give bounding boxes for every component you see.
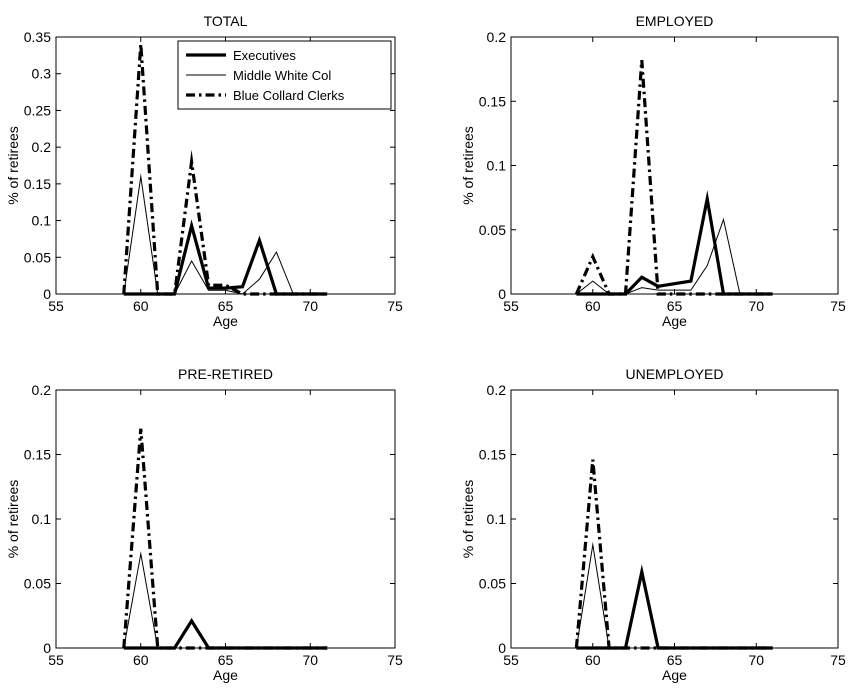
x-tick-label: 55 <box>503 652 519 668</box>
y-tick-label: 0 <box>43 286 51 302</box>
x-tick-label: 70 <box>748 652 764 668</box>
y-axis-label: % of retirees <box>460 480 476 559</box>
series-line-middle-white-col <box>123 172 328 295</box>
y-tick-label: 0.15 <box>479 447 506 463</box>
y-tick-label: 0.25 <box>24 102 51 118</box>
x-tick-label: 65 <box>667 652 683 668</box>
y-tick-label: 0.1 <box>487 511 507 527</box>
panel-title: TOTAL <box>204 13 248 29</box>
panel-employed: 55 60 65 70 75 0 0.05 0.1 0.15 0.2 EMPLOYED Age % of… <box>460 13 846 329</box>
y-tick-label: 0.2 <box>32 139 52 155</box>
plot-frame <box>55 389 396 649</box>
y-tick-label: 0.15 <box>24 176 51 192</box>
chart-panels: 55 60 65 70 75 0 0.05 0.1 0.15 0.2 0.25 0.3 0.35 TOTA… <box>5 13 846 683</box>
y-tick-label: 0.1 <box>32 213 52 229</box>
y-tick-label: 0.15 <box>24 447 51 463</box>
x-tick-label: 75 <box>830 298 846 314</box>
y-tick-label: 0 <box>498 640 506 656</box>
x-axis-label: Age <box>213 667 238 683</box>
x-axis-label: Age <box>662 313 687 329</box>
y-tick-label: 0 <box>498 286 506 302</box>
y-tick-label: 0.05 <box>24 576 51 592</box>
x-tick-label: 55 <box>48 298 64 314</box>
panel-pre-retired: 55 60 65 70 75 0 0.05 0.1 0.15 0.2 PRE-RETIRED Age%… <box>5 366 403 683</box>
x-tick-label: 65 <box>218 298 234 314</box>
x-tick-label: 70 <box>302 652 318 668</box>
plot-frame <box>510 389 839 649</box>
x-tick-label: 60 <box>585 652 601 668</box>
x-tick-label: 75 <box>830 652 846 668</box>
y-tick-label: 0.2 <box>487 382 507 398</box>
y-tick-label: 0.1 <box>32 511 52 527</box>
y-tick-label: 0.05 <box>24 249 51 265</box>
legend-label-middle-white-col: Middle White Col <box>233 68 331 83</box>
x-tick-label: 60 <box>133 652 149 668</box>
y-tick-label: 0.1 <box>487 158 507 174</box>
legend: Executives Middle White Col Blue Collard C… <box>177 40 392 110</box>
x-tick-label: 60 <box>585 298 601 314</box>
x-tick-label: 70 <box>302 298 318 314</box>
x-tick-label: 55 <box>48 652 64 668</box>
series-line-blue-collard-clerks <box>122 44 328 296</box>
y-axis-label: % of retirees <box>460 126 476 205</box>
x-tick-label: 60 <box>133 298 149 314</box>
y-tick-label: 0 <box>43 640 51 656</box>
series-line-blue-collard-clerks <box>574 59 773 296</box>
y-tick-label: 0.15 <box>479 93 506 109</box>
y-axis-label: % of retirees <box>5 126 21 205</box>
y-axis-label: % of retirees <box>5 480 21 559</box>
x-tick-label: 55 <box>503 298 519 314</box>
series-line-blue-collard-clerks <box>574 459 773 650</box>
x-axis-label: Age <box>662 667 687 683</box>
x-tick-label: 65 <box>218 652 234 668</box>
panel-total: 55 60 65 70 75 0 0.05 0.1 0.15 0.2 0.25 0.3 0.35 TOTA… <box>5 13 403 329</box>
series-line-executives <box>576 190 773 296</box>
series-line-blue-collard-clerks <box>122 428 328 650</box>
x-tick-label: 75 <box>387 652 403 668</box>
x-tick-label: 70 <box>748 298 764 314</box>
y-tick-label: 0.05 <box>479 576 506 592</box>
y-tick-label: 0.35 <box>24 29 51 45</box>
panel-title: EMPLOYED <box>636 13 714 29</box>
plot-frame <box>510 36 839 295</box>
panel-title: PRE-RETIRED <box>178 366 273 382</box>
y-tick-label: 0.05 <box>479 222 506 238</box>
legend-label-executives: Executives <box>233 48 296 63</box>
y-tick-label: 0.3 <box>32 66 52 82</box>
y-tick-label: 0.2 <box>32 382 52 398</box>
x-axis-label: Age <box>213 313 238 329</box>
legend-label-blue-collard-clerks: Blue Collard Clerks <box>233 88 345 103</box>
x-tick-label: 75 <box>387 298 403 314</box>
x-tick-label: 65 <box>667 298 683 314</box>
panel-unemployed: 55 60 65 70 75 0 0.05 0.1 0.15 0.2 UNEMPLOYED Age % … <box>460 366 846 683</box>
y-tick-label: 0.2 <box>487 29 507 45</box>
panel-title: UNEMPLOYED <box>625 366 723 382</box>
